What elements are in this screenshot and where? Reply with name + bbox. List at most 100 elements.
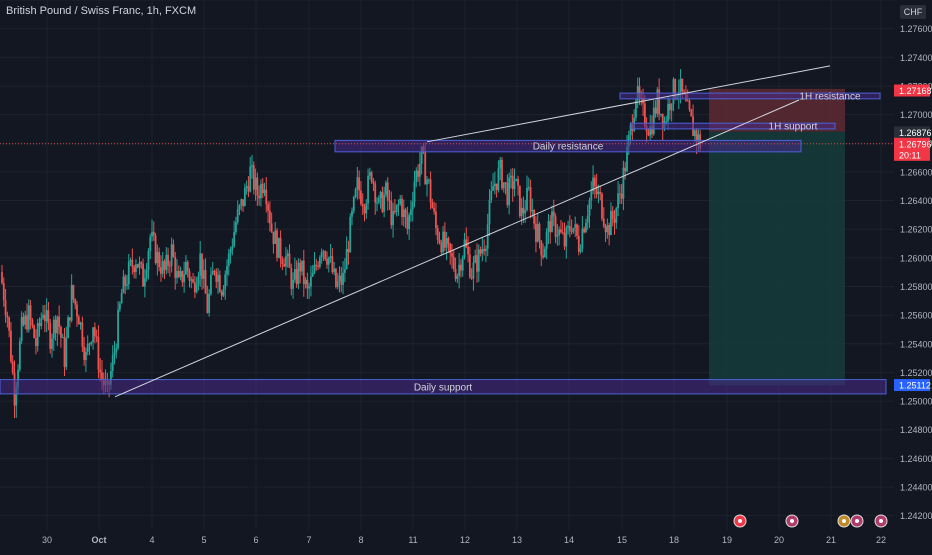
x-tick-label: 18 — [669, 535, 679, 545]
candle-body — [15, 387, 18, 406]
candle-body — [156, 252, 159, 264]
candle-body — [145, 269, 148, 279]
event-marker-icon[interactable] — [733, 514, 747, 528]
candle-body — [510, 175, 512, 178]
x-tick-label: 19 — [722, 535, 732, 545]
candle-body — [626, 146, 628, 172]
candle-body — [188, 271, 191, 281]
candle-body — [322, 251, 325, 253]
candle-body — [220, 291, 223, 296]
candle-body — [568, 225, 571, 231]
candle-body — [470, 277, 473, 279]
x-tick-label: 14 — [564, 535, 574, 545]
candle-body — [440, 242, 443, 253]
candle-body — [254, 177, 257, 190]
candle-body — [533, 210, 536, 224]
candle-body — [40, 318, 43, 326]
candle-body — [329, 256, 332, 258]
candle-body — [581, 228, 584, 249]
candle-body — [376, 202, 378, 204]
candle-body — [267, 204, 269, 211]
candle-body — [381, 191, 384, 212]
candle-body — [213, 271, 216, 273]
candle-body — [147, 251, 150, 270]
candle-body — [386, 182, 389, 201]
candle-body — [601, 193, 603, 219]
candle-body — [495, 183, 498, 191]
candle-body — [263, 189, 266, 194]
candle-body — [629, 124, 632, 136]
trendline — [426, 65, 831, 143]
candle-body — [506, 182, 509, 206]
candle-body — [697, 134, 700, 143]
candle-body — [152, 231, 155, 236]
candle-body — [672, 79, 675, 104]
candle-body — [427, 179, 430, 181]
candle-body — [118, 303, 121, 310]
candle-body — [561, 232, 564, 234]
candle-body — [158, 252, 161, 268]
x-tick-label: 5 — [201, 535, 206, 545]
candle-body — [477, 249, 480, 272]
candle-body — [340, 275, 343, 285]
candle-body — [56, 316, 59, 334]
candle-body — [588, 200, 591, 216]
candle-body — [38, 323, 41, 326]
zone-label: 1H resistance — [799, 91, 861, 102]
candle-body — [233, 231, 236, 247]
candle-body — [342, 272, 344, 285]
candle-body — [374, 183, 377, 203]
candle-body — [622, 167, 625, 199]
candle-body — [308, 286, 311, 289]
candle-body — [65, 337, 68, 368]
candle-body — [117, 309, 119, 349]
candle-body — [363, 206, 366, 214]
candle-body — [245, 186, 248, 188]
candle-body — [135, 264, 137, 273]
candle-body — [620, 193, 623, 199]
event-marker-icon[interactable] — [785, 514, 799, 528]
y-tick-label: 1.26200 — [900, 225, 932, 235]
candle-body — [665, 121, 668, 123]
candle-body — [410, 209, 412, 215]
candle-body — [543, 248, 546, 258]
candle-body — [49, 323, 52, 349]
candle-body — [193, 282, 196, 293]
candle-body — [252, 165, 255, 190]
candle-body — [331, 256, 334, 273]
candle-body — [306, 279, 309, 289]
candle-body — [377, 198, 380, 203]
candle-body — [592, 177, 594, 192]
y-tick-label: 1.27600 — [900, 24, 932, 34]
candle-body — [8, 317, 11, 331]
candle-body — [204, 270, 207, 294]
event-marker-icon[interactable] — [850, 514, 864, 528]
candle-body — [202, 270, 205, 279]
candle-body — [618, 193, 621, 195]
candle-body — [388, 200, 391, 202]
price-label: 1.26796 — [894, 137, 932, 150]
candle-body — [472, 262, 475, 279]
x-tick-label: 20 — [774, 535, 784, 545]
candle-body — [558, 229, 561, 236]
candle-body — [26, 315, 28, 330]
candle-body — [47, 310, 50, 324]
candle-body — [547, 221, 550, 232]
trendline — [114, 99, 800, 398]
candle-body — [524, 210, 527, 214]
candle-body — [215, 271, 218, 282]
grid — [0, 0, 894, 530]
candle-body — [124, 276, 127, 286]
candle-body — [224, 274, 227, 290]
event-marker-icon[interactable] — [874, 514, 888, 528]
candle-body — [295, 269, 298, 285]
candle-body — [358, 177, 361, 191]
event-marker-icon[interactable] — [837, 514, 851, 528]
candle-body — [163, 261, 166, 270]
candle-body — [481, 249, 484, 254]
x-tick-label: 6 — [253, 535, 258, 545]
candle-body — [488, 200, 491, 225]
candle-body — [583, 228, 586, 233]
